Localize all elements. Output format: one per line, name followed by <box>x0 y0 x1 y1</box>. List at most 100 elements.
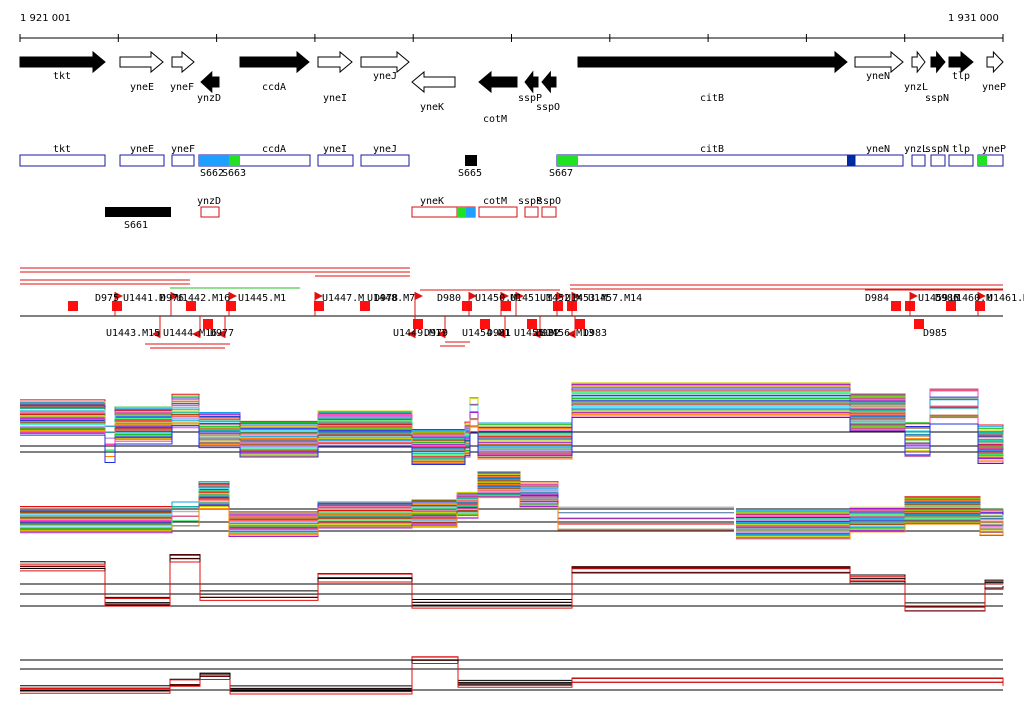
tss-label: U1453.M <box>565 293 607 304</box>
fwd-box-tkt <box>19 154 106 167</box>
tss-label: D975 <box>95 293 119 304</box>
fwd-box-label: ccdA <box>262 144 286 155</box>
tss-flag <box>315 292 323 300</box>
tss-marker <box>462 301 472 311</box>
tss-label: U1447.M <box>322 293 364 304</box>
tss-label: U1457.M14 <box>588 293 642 304</box>
tss-label: U1452.M <box>540 293 582 304</box>
tss-label: D983 <box>583 328 607 339</box>
tss-label: D978 <box>374 293 398 304</box>
gene-arrow-yneJ <box>360 50 410 74</box>
tss-marker <box>203 319 213 329</box>
rev-box-yneK <box>411 206 458 218</box>
tss-marker <box>68 301 78 311</box>
fwd-box-yneE <box>119 154 165 167</box>
tss-flag <box>171 292 179 300</box>
gene-arrow-citB <box>577 50 848 74</box>
rev-box-label: yneK <box>420 196 444 207</box>
gene-label-sspP: sspP <box>518 93 542 104</box>
end-coordinate: 1 931 000 <box>948 13 999 24</box>
fwd-box-label: ynzL <box>904 144 928 155</box>
fwd-box-label: yneE <box>130 144 154 155</box>
tss-label: U1454.M1 <box>462 328 510 339</box>
tss-label: D979 <box>424 328 448 339</box>
rev-box-sspP <box>524 206 539 218</box>
gene-label-ccdA: ccdA <box>262 82 286 93</box>
tss-flag <box>437 330 445 338</box>
tss-marker <box>112 301 122 311</box>
fwd-box-label: yneP <box>982 144 1006 155</box>
expression-line-t4 <box>20 656 1004 687</box>
tss-label: U1443.M15 <box>106 328 160 339</box>
tss-flag <box>152 330 160 338</box>
gene-arrow-sspN <box>930 50 946 74</box>
fwd-fill <box>847 155 855 166</box>
fwd-box-label: tlp <box>952 144 970 155</box>
gene-arrow-cotM <box>478 70 518 94</box>
tss-label: U1456.M13 <box>540 328 594 339</box>
tss-flag <box>567 330 575 338</box>
expression-line-t3 <box>20 561 1004 612</box>
tss-marker <box>946 301 956 311</box>
tss-label: D982 <box>536 328 560 339</box>
gene-arrow-ccdA <box>239 50 310 74</box>
tss-flag <box>978 292 986 300</box>
gene-label-yneK: yneK <box>420 102 444 113</box>
rev-box-label: ynzD <box>197 196 221 207</box>
gene-arrow-sspO <box>541 70 557 94</box>
rev-fill <box>466 207 475 217</box>
tss-label: U1451.M <box>510 293 552 304</box>
gene-label-ynzD: ynzD <box>197 93 221 104</box>
fwd-fill <box>978 155 987 166</box>
tss-marker <box>480 319 490 329</box>
tss-label: U1444.M16 <box>163 328 217 339</box>
tss-label: U1441.M <box>123 293 165 304</box>
tss-label: U1448.M7 <box>367 293 415 304</box>
gene-label-yneI: yneI <box>323 93 347 104</box>
fwd-box-label: yneN <box>866 144 890 155</box>
tss-marker <box>413 319 423 329</box>
gene-label-sspN: sspN <box>925 93 949 104</box>
gene-label-yneE: yneE <box>130 82 154 93</box>
fwd-box-yneN <box>854 154 904 167</box>
fwd-box-yneJ <box>360 154 410 167</box>
fwd-box-sspN <box>930 154 946 167</box>
expression-line-t2 <box>20 497 1004 540</box>
tss-flag <box>497 330 505 338</box>
rev-box-sspO <box>541 206 557 218</box>
tss-label: U1442.M16 <box>176 293 230 304</box>
rev-box-label: cotM <box>483 196 507 207</box>
tss-label: D981 <box>487 328 511 339</box>
gene-arrow-tlp <box>948 50 974 74</box>
tss-label: U1459.M <box>918 293 960 304</box>
tss-flag <box>192 330 200 338</box>
tss-label: U1461.M <box>987 293 1024 304</box>
tss-label: U1449.M17 <box>393 328 447 339</box>
fwd-box-yneI <box>317 154 354 167</box>
tss-flag <box>229 292 237 300</box>
fwd-fill <box>199 155 229 166</box>
fwd-site-label: S662 <box>200 168 224 179</box>
tss-marker <box>553 301 563 311</box>
tss-flag <box>532 330 540 338</box>
expression-line-t4 <box>20 659 1004 692</box>
gene-arrow-ynzD <box>200 70 220 94</box>
fwd-box-ynzL <box>911 154 926 167</box>
tss-flag <box>910 292 918 300</box>
fwd-box-label: yneJ <box>373 144 397 155</box>
gene-arrow-yneE <box>119 50 164 74</box>
gene-arrow-sspP <box>524 70 539 94</box>
fwd-site-label: S667 <box>549 168 573 179</box>
tss-flag <box>557 292 565 300</box>
tss-flag <box>469 292 477 300</box>
gene-label-yneJ: yneJ <box>373 71 397 82</box>
fwd-site-mark <box>465 155 477 166</box>
tss-flag <box>217 330 225 338</box>
tss-flag <box>516 292 524 300</box>
tss-marker <box>527 319 537 329</box>
tss-flag <box>572 292 580 300</box>
fwd-site-label: S663 <box>222 168 246 179</box>
fwd-box-label: yneF <box>171 144 195 155</box>
gene-arrow-yneN <box>854 50 904 74</box>
